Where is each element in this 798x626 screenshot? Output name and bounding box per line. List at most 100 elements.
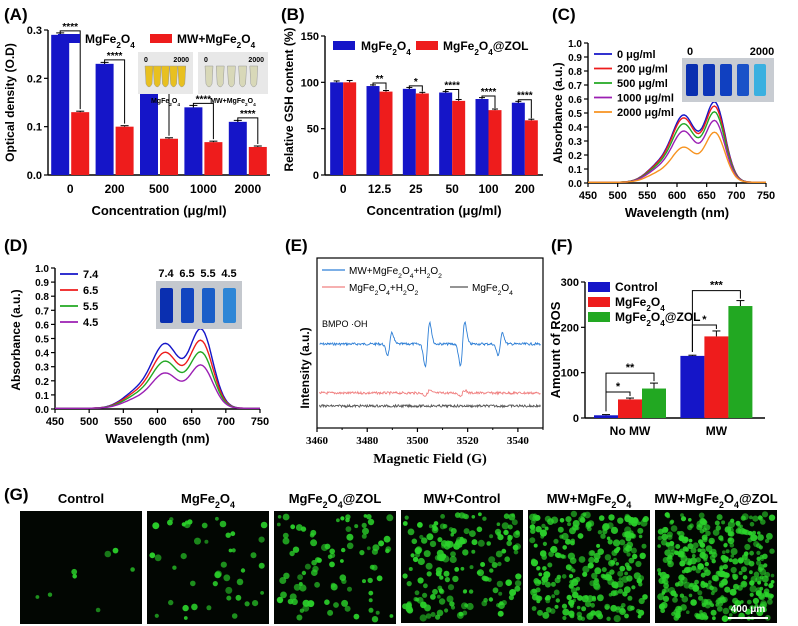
cell — [626, 565, 631, 570]
cell — [624, 613, 629, 619]
cell — [716, 606, 723, 612]
y-tick-label: 300 — [561, 277, 579, 289]
cell — [606, 616, 611, 621]
cell — [728, 558, 733, 563]
cell — [417, 557, 425, 566]
micrograph-image — [20, 511, 142, 624]
panel-e-chart: 3460 3480 3500 3520 3540 Magnetic Field (G) In… — [298, 257, 544, 467]
cell — [450, 528, 457, 534]
cell — [630, 517, 636, 523]
significance-bracket — [445, 89, 460, 99]
cell — [591, 572, 598, 579]
x-tick-label: 200 — [105, 182, 125, 196]
legend-label: 5.5 — [83, 301, 98, 313]
cell — [551, 516, 559, 524]
bar — [704, 336, 729, 418]
micrograph-title: MW+MgFe2O4 — [547, 491, 632, 510]
x-tick-label: 3500 — [406, 435, 429, 447]
cell — [752, 597, 760, 605]
x-tick-label: No MW — [610, 424, 651, 438]
cell — [663, 582, 669, 589]
inset-label: MW+MgFe2O4 — [210, 98, 256, 108]
cell — [692, 542, 699, 549]
cell — [723, 543, 728, 548]
cell — [712, 616, 716, 621]
panel-a-chart: 0.0 0.1 0.2 0.3 Optical density (O.D) **** 0 **… — [3, 22, 270, 218]
cell — [555, 598, 560, 603]
cell — [764, 582, 768, 587]
cell — [728, 537, 732, 542]
cell — [586, 526, 592, 532]
micrograph-6: MW+MgFe2O4@ZOL — [654, 491, 778, 623]
cell — [547, 562, 553, 568]
cell — [562, 608, 570, 616]
cell — [570, 510, 578, 518]
cell — [753, 571, 760, 578]
panel-label: (F) — [551, 236, 573, 255]
cell — [536, 566, 541, 571]
cell — [304, 563, 311, 570]
cell — [697, 563, 702, 568]
cell — [757, 567, 763, 573]
cell — [724, 586, 731, 593]
cell — [732, 597, 739, 604]
cell — [585, 521, 592, 528]
cell — [730, 548, 738, 555]
cell — [661, 533, 668, 541]
significance-label: **** — [481, 87, 497, 98]
cell — [430, 594, 436, 600]
cell — [407, 528, 415, 536]
scale-bar-label: 400 μm — [731, 604, 766, 615]
cell — [302, 599, 310, 607]
cell — [664, 549, 671, 556]
cell — [299, 584, 307, 592]
cell — [456, 611, 464, 619]
cell — [675, 544, 681, 549]
bar — [330, 82, 344, 175]
significance-bracket — [605, 372, 655, 412]
y-tick-label: 0.4 — [568, 123, 582, 134]
cell — [324, 599, 330, 605]
y-tick-label: 0.6 — [35, 320, 49, 331]
panel-label: (E) — [285, 236, 308, 255]
cell — [537, 609, 543, 616]
significance-label: * — [414, 77, 418, 88]
significance-label: **** — [240, 109, 256, 120]
cell — [638, 609, 645, 616]
cell — [758, 545, 763, 550]
y-tick-label: 0.5 — [568, 109, 582, 120]
bar — [524, 120, 538, 175]
tube — [202, 288, 215, 323]
cell — [425, 562, 433, 570]
cell — [729, 613, 733, 617]
bar — [248, 146, 267, 175]
x-tick-label: 500 — [149, 182, 169, 196]
y-tick-label: 0.3 — [27, 25, 42, 37]
y-tick-label: 50 — [307, 124, 319, 136]
cell — [688, 518, 692, 522]
legend-swatch — [588, 312, 610, 322]
cell — [333, 602, 339, 608]
cell — [605, 571, 612, 578]
cell — [250, 552, 257, 559]
significance-label: *** — [710, 280, 724, 292]
cell — [572, 598, 576, 603]
cell — [666, 514, 671, 519]
significance-label: **** — [107, 51, 123, 62]
cell — [585, 601, 592, 608]
x-tick-label: 500 — [80, 416, 98, 428]
cell — [676, 531, 681, 535]
cell — [297, 574, 303, 581]
cell — [577, 595, 583, 601]
inset-ph-label: 6.5 — [179, 268, 194, 280]
cell — [619, 565, 626, 572]
bar — [343, 82, 357, 175]
bar — [475, 99, 489, 175]
cell — [438, 598, 446, 605]
y-tick-label: 0.2 — [35, 377, 49, 388]
cell — [368, 607, 374, 613]
cell — [532, 515, 539, 522]
cell — [753, 541, 760, 547]
cell — [580, 513, 586, 519]
